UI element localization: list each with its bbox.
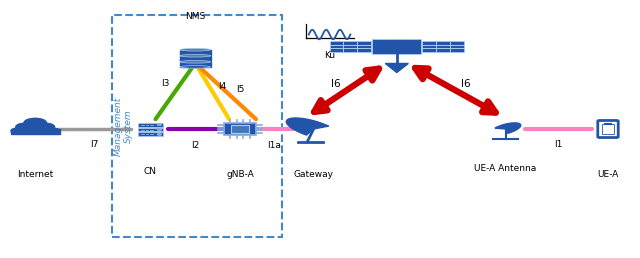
- FancyBboxPatch shape: [330, 41, 371, 52]
- Circle shape: [16, 123, 34, 131]
- Bar: [180, 62, 211, 67]
- Text: NMS: NMS: [185, 12, 205, 21]
- Text: CN: CN: [144, 167, 157, 176]
- Text: Internet: Internet: [17, 170, 53, 179]
- Text: Gateway: Gateway: [294, 170, 333, 179]
- Ellipse shape: [180, 61, 211, 63]
- Ellipse shape: [180, 66, 211, 68]
- Circle shape: [157, 124, 161, 125]
- Circle shape: [11, 128, 27, 134]
- Polygon shape: [385, 63, 408, 72]
- Polygon shape: [495, 123, 521, 133]
- Circle shape: [44, 128, 60, 134]
- Text: I6: I6: [461, 79, 471, 89]
- Bar: [180, 50, 211, 55]
- Text: Ku: Ku: [324, 51, 335, 60]
- Text: UE-A: UE-A: [597, 170, 619, 179]
- Ellipse shape: [180, 54, 211, 57]
- Circle shape: [20, 127, 38, 133]
- Bar: [180, 56, 211, 61]
- Text: Management
System: Management System: [114, 97, 133, 156]
- Bar: [11, 129, 60, 134]
- FancyBboxPatch shape: [422, 41, 464, 52]
- FancyBboxPatch shape: [231, 125, 249, 133]
- Ellipse shape: [180, 49, 211, 51]
- FancyBboxPatch shape: [138, 127, 163, 132]
- FancyBboxPatch shape: [372, 39, 421, 54]
- Text: I5: I5: [236, 85, 244, 93]
- Text: I1: I1: [554, 140, 563, 149]
- Text: I7: I7: [90, 140, 99, 149]
- Text: I2: I2: [191, 141, 199, 150]
- Text: gNB-A: gNB-A: [226, 170, 254, 179]
- Polygon shape: [286, 118, 328, 135]
- Text: I1a: I1a: [268, 141, 282, 150]
- Circle shape: [157, 129, 161, 130]
- Circle shape: [36, 123, 54, 131]
- FancyBboxPatch shape: [224, 123, 256, 135]
- Text: UE-A Antenna: UE-A Antenna: [474, 165, 537, 173]
- Text: I6: I6: [331, 79, 341, 89]
- Text: I3: I3: [161, 79, 170, 88]
- Circle shape: [33, 127, 50, 133]
- Bar: [602, 124, 614, 134]
- Circle shape: [157, 134, 161, 135]
- Circle shape: [24, 118, 47, 127]
- FancyBboxPatch shape: [138, 123, 163, 126]
- FancyBboxPatch shape: [138, 133, 163, 136]
- FancyBboxPatch shape: [598, 120, 618, 138]
- Text: I4: I4: [219, 82, 227, 91]
